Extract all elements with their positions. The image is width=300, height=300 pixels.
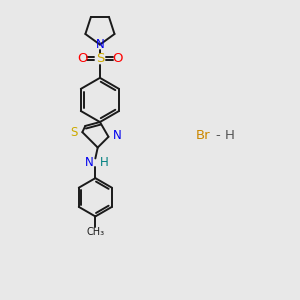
- Text: S: S: [96, 52, 104, 65]
- Text: S: S: [70, 126, 78, 139]
- Text: CH₃: CH₃: [86, 227, 104, 237]
- Text: H: H: [100, 156, 109, 169]
- Text: H: H: [225, 129, 234, 142]
- Text: N: N: [113, 129, 122, 142]
- Text: O: O: [112, 52, 122, 65]
- Text: Br: Br: [196, 129, 210, 142]
- Text: N: N: [96, 38, 104, 51]
- Text: -: -: [215, 129, 220, 142]
- Text: O: O: [78, 52, 88, 65]
- Text: N: N: [85, 156, 94, 169]
